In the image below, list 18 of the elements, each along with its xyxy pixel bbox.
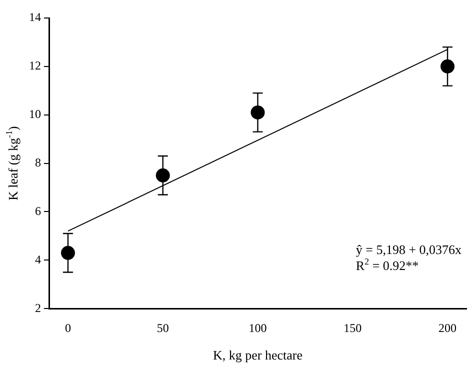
y-tick-label: 2 [35,300,41,315]
annotation: ŷ = 5,198 + 0,0376x [356,242,462,257]
x-axis-title: K, kg per hectare [212,347,303,362]
point [156,168,170,182]
x-tick-label: 0 [64,320,71,335]
point [60,246,75,260]
x-tick-label: 100 [248,320,267,335]
x-tick-label: 150 [344,320,362,335]
x-tick-label: 50 [156,320,169,335]
y-tick-label: 10 [29,107,41,122]
y-tick-label: 4 [35,252,41,266]
point [440,59,455,74]
y-axis-title: K leaf (g kg-1) [4,126,20,200]
y-tick-label: 6 [35,204,41,218]
y-tick-label: 12 [29,58,41,73]
x-tick-label: 200 [438,320,457,335]
y-tick-label: 8 [35,155,41,170]
y-tick-label: 14 [29,10,41,24]
